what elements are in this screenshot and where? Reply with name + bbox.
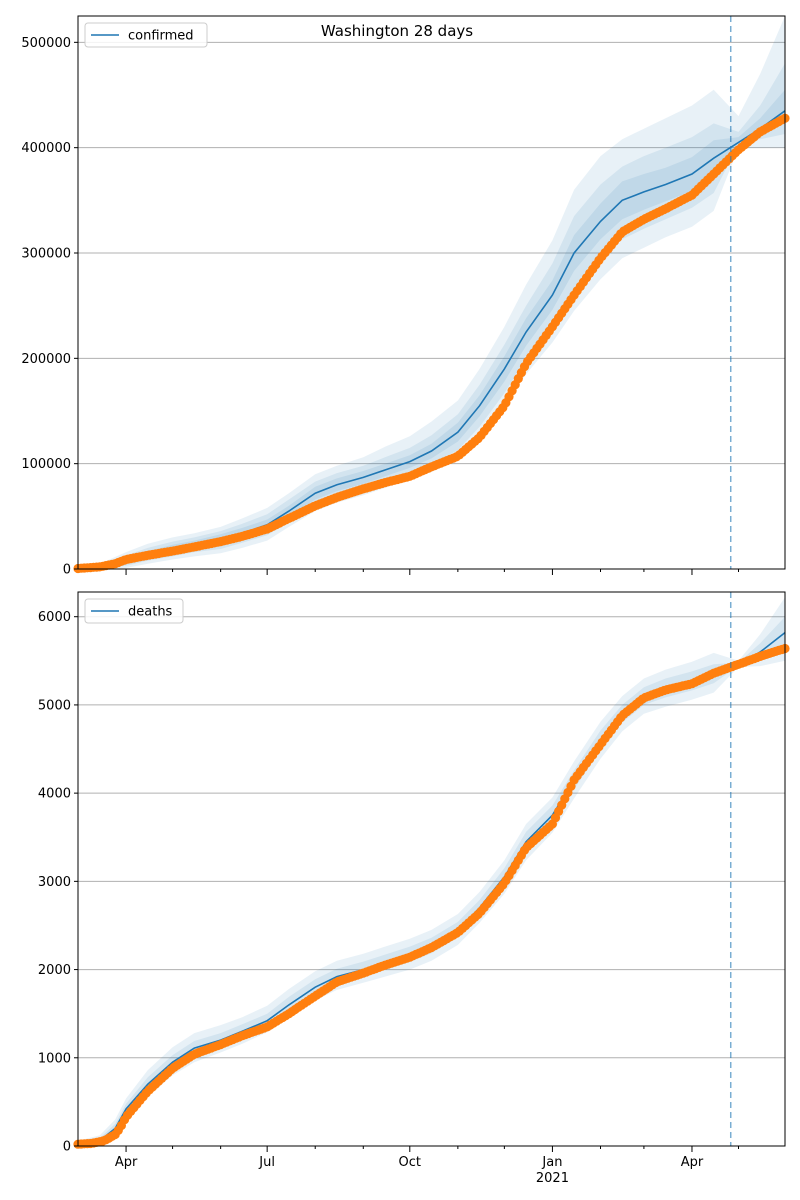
x-tick-label: Jan bbox=[541, 1155, 562, 1170]
axes-frame bbox=[77, 591, 786, 1147]
legend: confirmed bbox=[84, 22, 208, 48]
y-tick-label: 0 bbox=[63, 1140, 71, 1155]
y-tick-label: 0 bbox=[63, 563, 71, 578]
model-line bbox=[77, 110, 786, 569]
panel-confirmed: 0 100000 200000 300000 400000 500000 confirmed bbox=[21, 15, 790, 578]
y-tick-label: 2000 bbox=[38, 963, 71, 978]
y-tick-label: 200000 bbox=[21, 352, 71, 367]
x-year-label: 2021 bbox=[536, 1171, 569, 1186]
y-tick-label: 4000 bbox=[38, 787, 71, 802]
legend-label: deaths bbox=[128, 605, 173, 620]
y-tick-label: 1000 bbox=[38, 1051, 71, 1066]
legend-box bbox=[84, 22, 208, 48]
x-tick-label: Oct bbox=[399, 1155, 421, 1170]
y-tick-label: 500000 bbox=[21, 36, 71, 51]
uncertainty-band bbox=[78, 89, 785, 569]
legend-label: confirmed bbox=[128, 29, 194, 44]
panel-deaths: 0 1000 2000 3000 4000 5000 6000 Apr Jul Oct Jan Apr… bbox=[38, 591, 790, 1186]
y-tick-label: 300000 bbox=[21, 247, 71, 262]
y-tick-label: 400000 bbox=[21, 141, 71, 156]
x-tick-label: Apr bbox=[681, 1155, 704, 1170]
chart-title: Washington 28 days bbox=[321, 22, 473, 40]
x-tick-label: Jul bbox=[258, 1155, 275, 1170]
legend: deaths bbox=[84, 598, 184, 624]
uncertainty-band bbox=[78, 63, 785, 570]
axes-frame bbox=[77, 15, 786, 570]
y-tick-label: 3000 bbox=[38, 875, 71, 890]
x-tick-label: Apr bbox=[115, 1155, 138, 1170]
y-tick-label: 100000 bbox=[21, 457, 71, 472]
y-tick-label: 5000 bbox=[38, 698, 71, 713]
uncertainty-band bbox=[78, 16, 785, 569]
y-tick-label: 6000 bbox=[38, 610, 71, 625]
legend-box bbox=[84, 598, 184, 624]
